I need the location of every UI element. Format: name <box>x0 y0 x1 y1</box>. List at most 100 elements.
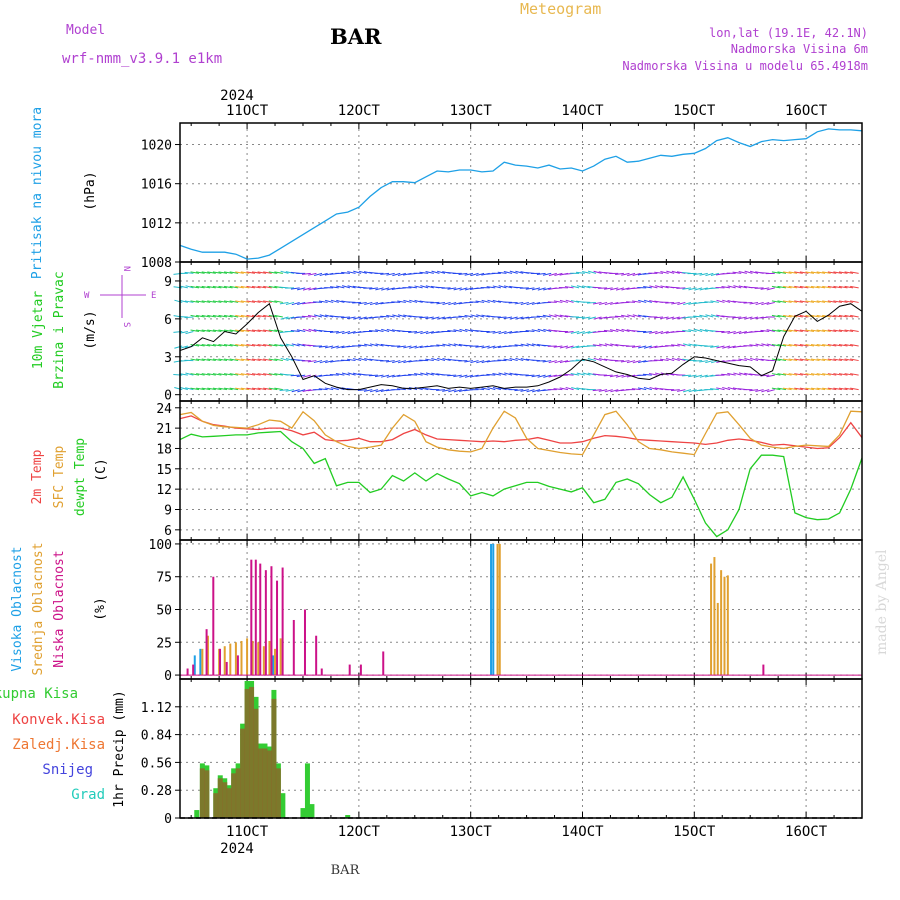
ylabel-cloud-mid: Srednja Oblacnost <box>31 542 46 675</box>
ylabel-pressure-unit: (hPa) <box>83 171 98 210</box>
cloud-mid-bar <box>201 648 204 676</box>
wind-arrow <box>575 271 585 274</box>
wind-arrow <box>302 287 311 291</box>
wind-arrow <box>229 387 239 391</box>
wind-arrow <box>358 301 367 305</box>
wind-arrow <box>357 389 367 392</box>
elevation-label: Nadmorska Visina 6m <box>731 42 868 56</box>
wind-arrow <box>833 271 842 274</box>
wind-arrow <box>632 272 641 277</box>
wind-arrow <box>816 387 826 391</box>
wind-arrow <box>771 373 781 376</box>
wind-arrow <box>805 285 815 289</box>
x-tick-label-top: 15OCT <box>673 103 716 119</box>
wind-arrow <box>716 314 725 318</box>
wind-arrow <box>274 344 283 347</box>
wind-arrow <box>660 316 669 320</box>
wind-arrow <box>788 344 798 347</box>
wind-arrow <box>592 344 602 347</box>
wind-arrow <box>677 358 686 362</box>
wind-arrow <box>251 373 261 376</box>
wind-arrow <box>788 329 798 332</box>
x-tick-label-bottom: 15OCT <box>673 824 716 840</box>
wind-arrow <box>290 287 300 290</box>
wind-arrow <box>207 358 216 362</box>
wind-arrow <box>503 358 513 362</box>
wind-arrow <box>526 343 535 347</box>
wind-arrow <box>437 357 446 362</box>
wind-arrow <box>643 345 652 349</box>
wind-arrow <box>313 301 323 303</box>
wind-arrow <box>531 287 541 291</box>
compass-s: S <box>121 322 131 327</box>
wind-arrow <box>369 330 378 332</box>
wind-arrow <box>240 329 250 332</box>
wind-arrow <box>682 329 692 332</box>
wind-arrow <box>771 314 781 318</box>
wind-arrow <box>453 329 462 332</box>
wind-arrow <box>799 358 809 362</box>
wind-arrow <box>738 270 747 274</box>
wind-arrow <box>464 287 474 291</box>
wind-arrow <box>201 373 211 376</box>
ylabel-cloud-high: Visoka Oblacnost <box>10 546 25 671</box>
cloud-mid-bar <box>720 570 723 676</box>
wind-arrow <box>822 329 831 332</box>
wind-arrow <box>263 387 272 391</box>
wind-arrow <box>357 344 367 347</box>
wind-arrow <box>626 360 636 364</box>
wind-arrow <box>822 358 831 362</box>
wind-arrow <box>509 372 518 376</box>
wind-arrow <box>536 315 546 318</box>
wind-arrow <box>716 299 725 303</box>
wind-arrow <box>470 314 479 318</box>
wind-arrow <box>699 374 708 378</box>
cloud-low-bar <box>303 609 306 676</box>
wind-arrow <box>682 374 691 377</box>
wind-arrow <box>621 374 630 378</box>
wind-arrow <box>543 374 552 378</box>
wind-arrow <box>196 373 205 376</box>
wind-arrow <box>515 357 524 362</box>
cloud-low-bar <box>382 651 385 676</box>
wind-arrow <box>336 299 345 303</box>
cloud-mid-bar <box>229 643 232 676</box>
wind-arrow <box>212 271 222 274</box>
wind-arrow <box>302 328 311 332</box>
wind-arrow <box>212 373 222 376</box>
wind-arrow <box>224 314 233 318</box>
wind-arrow <box>476 272 485 277</box>
wind-arrow <box>844 300 854 303</box>
wind-arrow <box>688 389 697 393</box>
wind-arrow <box>710 314 720 318</box>
wind-arrow <box>368 374 378 377</box>
wind-arrow <box>437 316 446 320</box>
wind-arrow <box>409 299 418 303</box>
wind-arrow <box>643 286 652 289</box>
wind-arrow <box>593 270 602 274</box>
wind-arrow <box>827 387 837 391</box>
wind-arrow <box>341 372 351 376</box>
wind-arrow <box>655 285 664 289</box>
wind-arrow <box>598 343 608 347</box>
wind-arrow <box>190 344 200 347</box>
precip-conv-bar <box>231 773 237 818</box>
wind-arrow <box>224 344 233 347</box>
wind-arrow <box>822 285 831 289</box>
wind-arrow <box>816 358 826 362</box>
wind-arrow <box>291 389 300 393</box>
wind-arrow <box>263 373 272 376</box>
wind-arrow <box>487 386 496 391</box>
legend-konvek: Konvek.Kisa <box>12 712 105 728</box>
wind-arrow <box>520 316 529 320</box>
wind-arrow <box>201 271 211 274</box>
wind-arrow <box>799 271 809 274</box>
wind-arrow <box>604 287 613 290</box>
wind-arrow <box>755 358 764 362</box>
wind-arrow <box>341 285 351 289</box>
wind-arrow <box>732 271 742 274</box>
ylabel-pressure: Pritisak na nivou mora <box>30 107 45 279</box>
wind-arrow <box>838 329 848 332</box>
wind-arrow <box>498 387 507 391</box>
wind-arrow <box>476 360 485 364</box>
